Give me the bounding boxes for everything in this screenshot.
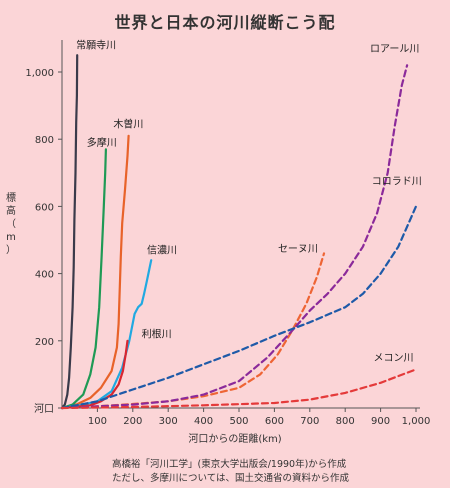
y-tick-label: 600 bbox=[35, 202, 54, 213]
x-axis-label: 河口からの距離(km) bbox=[188, 434, 282, 445]
series-label: コロラド川 bbox=[372, 176, 422, 188]
y-tick-label: 200 bbox=[35, 337, 54, 348]
series-label: 利根川 bbox=[142, 327, 172, 340]
y-axis-label: 標 高 （ m ） bbox=[4, 192, 18, 257]
y-tick-label: 河口 bbox=[34, 403, 54, 415]
x-tick-label: 800 bbox=[336, 416, 355, 427]
y-label-char-1: 標 bbox=[6, 193, 16, 204]
y-label-char-5: ） bbox=[6, 245, 16, 256]
series-line bbox=[60, 259, 153, 410]
y-tick-label: 400 bbox=[35, 270, 54, 281]
y-label-char-2: 高 bbox=[6, 206, 16, 217]
chart-title: 世界と日本の河川縦断こう配 bbox=[114, 13, 336, 32]
x-tick-label: 100 bbox=[88, 416, 107, 427]
series-label: メコン川 bbox=[374, 353, 414, 364]
x-tick-label: 300 bbox=[159, 416, 178, 427]
x-tick-label: 400 bbox=[194, 416, 213, 427]
series-label: セーヌ川 bbox=[278, 243, 318, 255]
series-label: 多摩川 bbox=[87, 136, 117, 149]
series-line bbox=[60, 134, 130, 410]
y-tick-label: 1,000 bbox=[25, 68, 54, 79]
series-label: 信濃川 bbox=[147, 243, 177, 256]
series-label: ロアール川 bbox=[370, 44, 419, 55]
x-tick-label: 500 bbox=[229, 416, 248, 427]
series-label: 木曽川 bbox=[113, 117, 143, 130]
source-line-1: 高橋裕「河川工学」(東京大学出版会/1990年)から作成 bbox=[112, 459, 347, 470]
x-tick-label: 200 bbox=[123, 416, 142, 427]
series-line bbox=[60, 205, 418, 410]
series-line bbox=[60, 64, 409, 410]
source-line-2: ただし、多摩川については、国土交通省の資料から作成 bbox=[112, 473, 350, 484]
series-line bbox=[60, 148, 107, 410]
series-line bbox=[60, 54, 79, 410]
y-tick-label: 800 bbox=[35, 135, 54, 146]
x-tick-label: 900 bbox=[371, 416, 390, 427]
series-line bbox=[60, 339, 129, 410]
x-tick-label: 700 bbox=[300, 416, 319, 427]
series-label: 常願寺川 bbox=[76, 38, 116, 51]
x-tick-label: 600 bbox=[265, 416, 284, 427]
series-line bbox=[60, 368, 418, 410]
y-label-char-4: m bbox=[6, 232, 16, 243]
y-label-char-3: （ bbox=[6, 219, 16, 230]
x-tick-label: 1,000 bbox=[402, 416, 431, 427]
